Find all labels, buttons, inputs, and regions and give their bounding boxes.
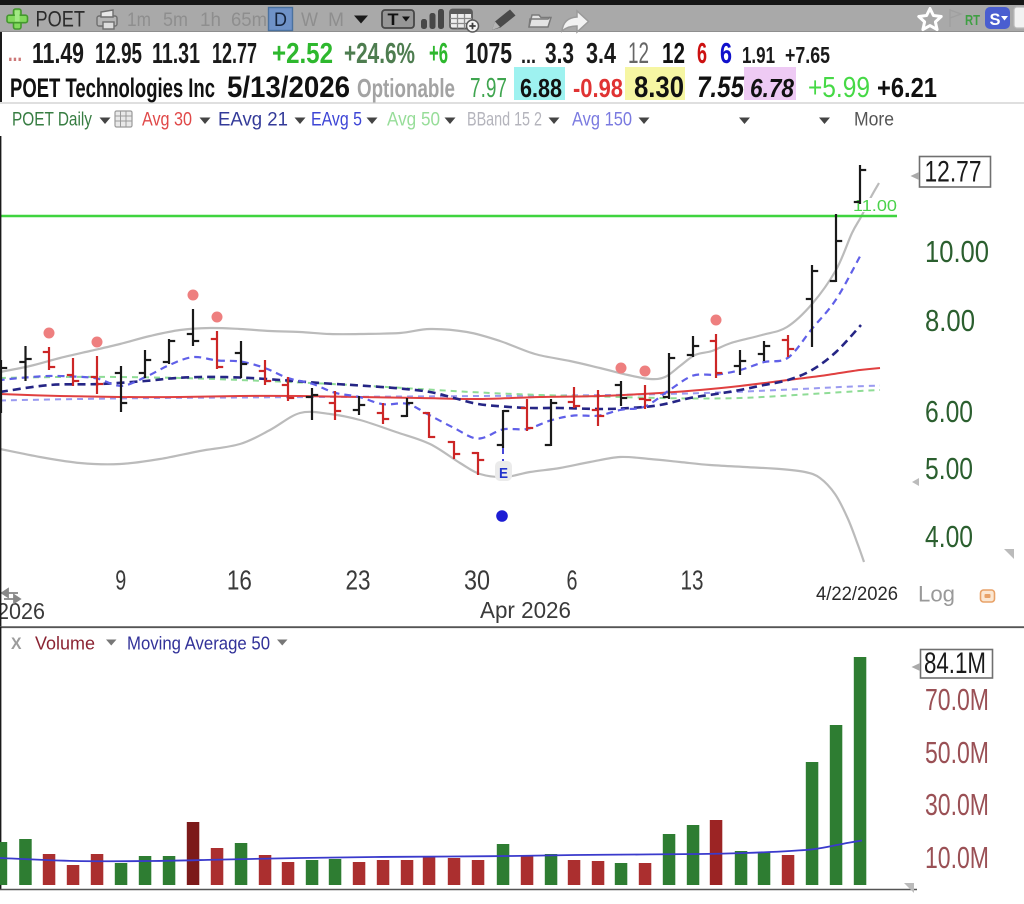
svg-text:BBand 15 2: BBand 15 2 bbox=[467, 110, 542, 131]
svg-text:+2.52: +2.52 bbox=[272, 38, 333, 70]
svg-text:30.0M: 30.0M bbox=[925, 787, 989, 822]
svg-text:More: More bbox=[854, 110, 894, 131]
svg-text:7.97: 7.97 bbox=[470, 72, 507, 103]
svg-text:4.00: 4.00 bbox=[925, 519, 973, 554]
svg-text:T: T bbox=[388, 10, 400, 29]
svg-text:Avg 50: Avg 50 bbox=[387, 110, 440, 131]
svg-text:8.00: 8.00 bbox=[925, 303, 975, 338]
svg-text:8.30: 8.30 bbox=[634, 71, 684, 104]
svg-text:+6: +6 bbox=[429, 38, 448, 70]
svg-text:Optionable: Optionable bbox=[357, 73, 455, 103]
svg-text:POET: POET bbox=[36, 7, 86, 32]
svg-text:1m: 1m bbox=[127, 10, 151, 31]
svg-text:+6.21: +6.21 bbox=[877, 72, 937, 103]
svg-text:65m: 65m bbox=[231, 10, 267, 31]
svg-text:M: M bbox=[328, 10, 344, 31]
svg-text:Log: Log bbox=[918, 582, 955, 607]
svg-text:10.0M: 10.0M bbox=[925, 840, 989, 875]
svg-text:Apr 2026: Apr 2026 bbox=[480, 597, 571, 623]
svg-text:W: W bbox=[301, 10, 318, 31]
svg-text:...: ... bbox=[8, 41, 22, 66]
svg-text:6.78: 6.78 bbox=[750, 73, 794, 103]
svg-text:9: 9 bbox=[115, 565, 126, 596]
svg-text:13: 13 bbox=[681, 565, 704, 596]
svg-text:-0.98: -0.98 bbox=[573, 73, 623, 103]
svg-text:E: E bbox=[499, 465, 508, 482]
svg-text:6: 6 bbox=[720, 38, 732, 70]
svg-text:6: 6 bbox=[697, 38, 707, 70]
svg-text:10.00: 10.00 bbox=[925, 234, 989, 269]
svg-text:Avg 150: Avg 150 bbox=[572, 110, 632, 131]
svg-text:6.00: 6.00 bbox=[925, 394, 973, 429]
svg-text:5m: 5m bbox=[163, 10, 188, 31]
svg-text:D: D bbox=[274, 10, 287, 31]
svg-text:1h: 1h bbox=[200, 10, 221, 31]
svg-text:6: 6 bbox=[567, 565, 578, 596]
svg-text:Volume: Volume bbox=[35, 633, 95, 654]
svg-text:X: X bbox=[11, 634, 22, 653]
svg-text:23: 23 bbox=[346, 565, 371, 596]
svg-text:1075: 1075 bbox=[465, 38, 512, 70]
svg-text:+7.65: +7.65 bbox=[785, 42, 830, 68]
svg-text:POET Technologies Inc: POET Technologies Inc bbox=[10, 73, 215, 103]
svg-text:11.49: 11.49 bbox=[32, 38, 84, 70]
svg-text:84.1M: 84.1M bbox=[924, 647, 986, 680]
svg-text:...: ... bbox=[521, 43, 536, 68]
svg-text:EAvg 5: EAvg 5 bbox=[311, 110, 362, 131]
svg-text:3.3: 3.3 bbox=[545, 38, 574, 70]
svg-text:5.00: 5.00 bbox=[925, 451, 973, 486]
svg-text:Avg 30: Avg 30 bbox=[142, 110, 192, 131]
svg-text:3.4: 3.4 bbox=[586, 38, 616, 70]
svg-text:11.31: 11.31 bbox=[152, 38, 200, 70]
svg-text:12.77: 12.77 bbox=[925, 156, 982, 189]
svg-text:S: S bbox=[990, 10, 1001, 29]
svg-text:11.00: 11.00 bbox=[853, 198, 897, 215]
svg-text:EAvg 21: EAvg 21 bbox=[218, 110, 288, 131]
svg-text:2026: 2026 bbox=[0, 598, 45, 624]
svg-text:4/22/2026: 4/22/2026 bbox=[816, 584, 898, 605]
svg-text:Moving Average 50: Moving Average 50 bbox=[127, 633, 270, 654]
svg-text:16: 16 bbox=[227, 565, 252, 596]
svg-text:6.88: 6.88 bbox=[520, 73, 562, 103]
svg-text:12.77: 12.77 bbox=[212, 38, 257, 70]
svg-text:POET Daily: POET Daily bbox=[12, 110, 92, 131]
svg-text:7.55: 7.55 bbox=[697, 71, 745, 104]
svg-text:1.91: 1.91 bbox=[742, 42, 775, 68]
svg-text:12: 12 bbox=[662, 38, 685, 70]
svg-text:+5.99: +5.99 bbox=[808, 72, 870, 104]
svg-text:12: 12 bbox=[628, 37, 649, 70]
svg-text:50.0M: 50.0M bbox=[925, 735, 989, 770]
svg-text:RT: RT bbox=[965, 12, 980, 29]
svg-text:70.0M: 70.0M bbox=[925, 682, 989, 717]
svg-text:+24.6%: +24.6% bbox=[344, 38, 415, 70]
svg-text:12.95: 12.95 bbox=[95, 38, 142, 70]
svg-text:5/13/2026: 5/13/2026 bbox=[227, 71, 350, 104]
svg-text:30: 30 bbox=[464, 565, 490, 596]
